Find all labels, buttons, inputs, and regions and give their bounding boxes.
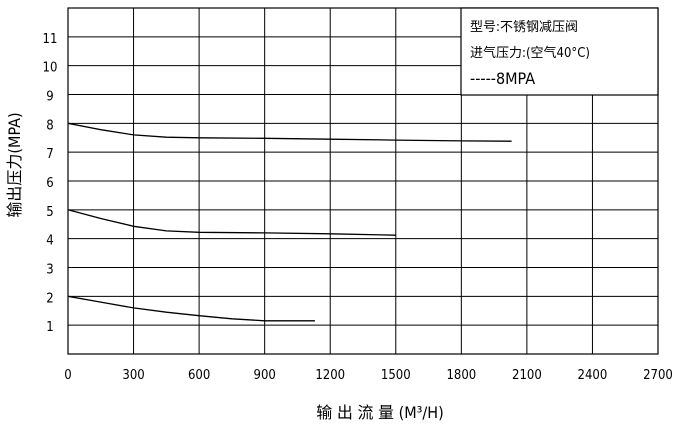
- legend-line-setting: -----8MPA: [470, 69, 535, 88]
- series-group: [67, 122, 512, 322]
- y-tick-label: 7: [46, 147, 53, 162]
- x-tick-label: 2700: [643, 368, 673, 383]
- x-tick-label: 1200: [315, 368, 345, 383]
- x-axis-label: 输 出 流 量 (M³/H): [316, 403, 443, 422]
- legend: 型号:不锈钢减压阀 进气压力:(空气40°C) -----8MPA: [460, 7, 659, 96]
- y-tick-label: 10: [43, 61, 58, 76]
- x-tick-label: 1500: [381, 368, 411, 383]
- y-tick-label: 1: [46, 320, 53, 335]
- legend-line-inlet: 进气压力:(空气40°C): [470, 45, 590, 61]
- y-tick-label: 3: [46, 263, 53, 278]
- y-tick-label: 4: [46, 234, 53, 249]
- x-tick-label: 2400: [578, 368, 608, 383]
- legend-line-model: 型号:不锈钢减压阀: [470, 20, 578, 35]
- legend-box: [460, 7, 659, 96]
- x-tick-label: 300: [122, 368, 144, 383]
- series-line: [67, 295, 315, 322]
- series-line: [67, 122, 512, 142]
- x-tick-label: 900: [254, 368, 276, 383]
- y-tick-label: 6: [46, 176, 53, 191]
- series-line: [67, 209, 396, 236]
- y-axis-label: 输出压力(MPA): [5, 112, 24, 217]
- x-tick-label: 2100: [512, 368, 542, 383]
- tick-labels: 0 300 600 900 1200 1500 1800 2100 2400 2700 1 2 3 4 5 6…: [43, 32, 673, 383]
- y-tick-label: 2: [46, 291, 53, 306]
- x-tick-label: 600: [188, 368, 210, 383]
- grid: [67, 7, 659, 355]
- x-tick-label: 1800: [446, 368, 476, 383]
- x-tick-label: 0: [64, 368, 71, 383]
- y-tick-label: 11: [43, 32, 58, 47]
- y-tick-label: 8: [46, 118, 53, 133]
- y-tick-label: 5: [46, 205, 53, 220]
- y-tick-label: 9: [46, 90, 53, 105]
